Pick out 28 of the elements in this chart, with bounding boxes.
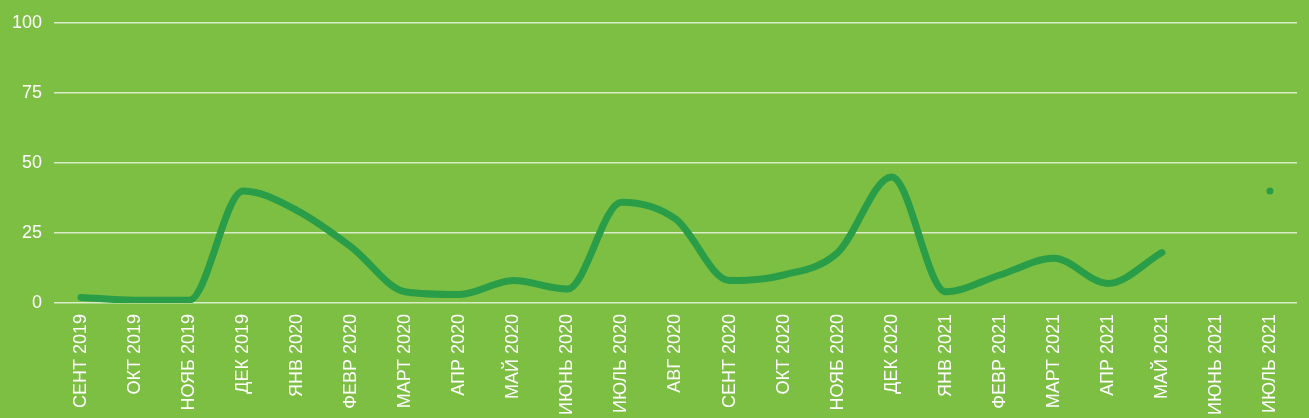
y-tick-label: 50 — [22, 151, 43, 172]
y-tick-label: 25 — [22, 221, 43, 242]
x-tick-label: ФЕВР 2020 — [340, 314, 361, 409]
x-tick-label: АПР 2021 — [1096, 314, 1117, 396]
y-tick-label: 100 — [11, 11, 43, 32]
x-tick-label: АВГ 2020 — [664, 314, 685, 393]
x-tick-label: СЕНТ 2020 — [718, 314, 739, 409]
x-tick-label: МАРТ 2020 — [394, 314, 415, 409]
x-tick-label: ЯНВ 2021 — [934, 314, 955, 398]
x-tick-label: ИЮНЬ 2020 — [556, 314, 577, 416]
x-tick-label: ОКТ 2020 — [772, 314, 793, 395]
x-tick-label: МАЙ 2021 — [1149, 314, 1171, 400]
x-tick-label: ОКТ 2019 — [124, 314, 145, 395]
x-tick-label: ЯНВ 2020 — [286, 314, 307, 398]
x-tick-label: НОЯБ 2019 — [178, 314, 199, 411]
x-tick-label: ДЕК 2020 — [880, 314, 901, 394]
x-tick-label: ДЕК 2019 — [232, 314, 253, 394]
x-tick-label: АПР 2020 — [448, 314, 469, 396]
y-tick-label: 0 — [32, 291, 43, 312]
x-tick-label: ИЮНЬ 2021 — [1204, 314, 1225, 416]
x-tick-label: ИЮЛЬ 2021 — [1258, 314, 1279, 414]
x-tick-label: СЕНТ 2019 — [70, 314, 91, 409]
x-tick-label: НОЯБ 2020 — [826, 314, 847, 411]
x-tick-label: ФЕВР 2021 — [988, 314, 1009, 409]
x-tick-label: ИЮЛЬ 2020 — [610, 314, 631, 414]
x-tick-label: МАЙ 2020 — [501, 314, 523, 400]
y-tick-label: 75 — [22, 81, 43, 102]
x-tick-label: МАРТ 2021 — [1042, 314, 1063, 409]
